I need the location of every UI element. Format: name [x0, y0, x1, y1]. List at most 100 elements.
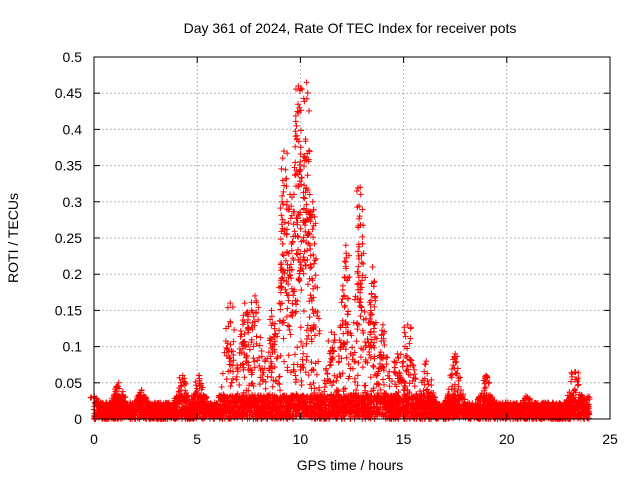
- data-point: [294, 297, 301, 304]
- data-point: [324, 370, 331, 377]
- data-point: [411, 383, 418, 390]
- data-point: [334, 374, 341, 381]
- data-point: [420, 387, 427, 394]
- data-point: [384, 354, 391, 361]
- data-point: [353, 338, 360, 345]
- data-point: [311, 257, 318, 264]
- data-point: [278, 212, 285, 219]
- data-point: [229, 375, 236, 382]
- data-point: [276, 373, 283, 380]
- data-point: [478, 390, 485, 397]
- data-point: [379, 363, 386, 370]
- data-point: [308, 338, 315, 345]
- data-point: [310, 380, 317, 387]
- data-point: [231, 326, 238, 333]
- data-point: [280, 335, 287, 342]
- data-point: [301, 163, 308, 170]
- data-point: [219, 370, 226, 377]
- data-point: [350, 319, 357, 326]
- data-point: [289, 309, 296, 316]
- data-point: [277, 300, 284, 307]
- data-point: [291, 351, 298, 358]
- data-point: [354, 326, 361, 333]
- data-point: [298, 381, 305, 388]
- data-point: [342, 385, 349, 392]
- data-point: [341, 258, 348, 265]
- data-point: [223, 376, 230, 383]
- data-point: [287, 312, 294, 319]
- data-point: [386, 375, 393, 382]
- data-point: [297, 366, 304, 373]
- data-point: [336, 371, 343, 378]
- data-point: [309, 366, 316, 373]
- data-point: [267, 353, 274, 360]
- data-point: [321, 388, 328, 395]
- data-point: [300, 350, 307, 357]
- data-points: [87, 79, 593, 422]
- data-point: [566, 389, 573, 396]
- data-point: [380, 376, 387, 383]
- data-point: [264, 373, 271, 380]
- data-point: [347, 350, 354, 357]
- data-point: [400, 358, 407, 365]
- data-point: [240, 366, 247, 373]
- data-point: [294, 344, 301, 351]
- data-point: [313, 371, 320, 378]
- data-point: [267, 316, 274, 323]
- data-point: [236, 382, 243, 388]
- data-point: [339, 370, 346, 377]
- data-point: [304, 322, 311, 329]
- data-point: [292, 143, 299, 150]
- data-point: [574, 382, 581, 389]
- data-point: [269, 383, 276, 390]
- data-point: [291, 228, 298, 235]
- data-point: [330, 379, 337, 386]
- data-point: [399, 360, 406, 367]
- data-point: [221, 349, 228, 356]
- data-point: [227, 383, 234, 390]
- data-point: [241, 374, 248, 381]
- data-point: [266, 335, 273, 342]
- data-point: [297, 324, 304, 331]
- data-point: [230, 338, 237, 345]
- data-point: [357, 296, 364, 303]
- data-point: [299, 343, 306, 350]
- data-point: [327, 361, 334, 368]
- data-point: [312, 360, 319, 367]
- data-point: [240, 360, 247, 367]
- data-point: [411, 371, 418, 378]
- data-point: [257, 334, 264, 341]
- data-point: [455, 383, 462, 390]
- data-point: [370, 362, 377, 369]
- data-point: [270, 377, 277, 384]
- data-point: [303, 357, 310, 364]
- data-point: [308, 367, 315, 374]
- data-point: [296, 178, 303, 185]
- data-point: [361, 308, 368, 315]
- data-point: [316, 384, 323, 391]
- data-point: [277, 352, 284, 359]
- data-point: [307, 381, 314, 388]
- data-point: [272, 330, 279, 337]
- data-point: [356, 215, 363, 222]
- data-point: [486, 379, 493, 386]
- data-point: [277, 387, 284, 394]
- data-point: [292, 310, 299, 317]
- data-point: [358, 259, 365, 266]
- data-point: [250, 383, 257, 390]
- data-point: [392, 381, 399, 388]
- data-point: [333, 386, 340, 393]
- data-point: [281, 358, 288, 365]
- data-point: [428, 376, 435, 383]
- data-point: [115, 383, 122, 390]
- data-point: [276, 327, 283, 334]
- data-point: [233, 373, 240, 380]
- data-point: [357, 354, 364, 361]
- data-point: [312, 272, 319, 279]
- data-point: [343, 354, 350, 361]
- data-point: [302, 369, 309, 376]
- data-point: [412, 376, 419, 383]
- data-point: [262, 385, 269, 392]
- data-point: [352, 378, 359, 385]
- data-point: [568, 378, 575, 385]
